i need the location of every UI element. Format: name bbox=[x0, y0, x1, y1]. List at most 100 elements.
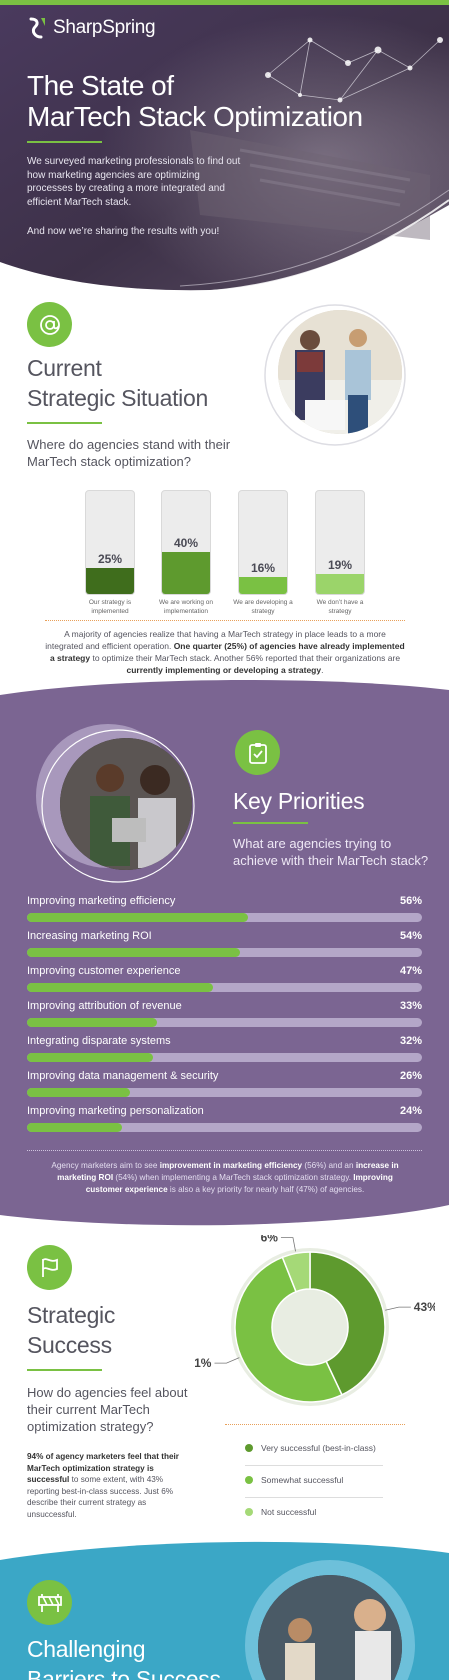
donut-value-label: 51% bbox=[195, 1356, 212, 1370]
section2-note-d: increase in marketing ROI bbox=[57, 1161, 399, 1182]
priority-value: 32% bbox=[399, 1035, 422, 1047]
legend-divider bbox=[245, 1465, 383, 1466]
section2-note-c: (56%) and an bbox=[302, 1161, 356, 1170]
legend-label: Not successful bbox=[261, 1507, 317, 1517]
donut-leader-line bbox=[280, 1237, 296, 1252]
section1-note-c: to optimize their MarTech stack. Another… bbox=[90, 653, 401, 663]
section2-photo-frame bbox=[36, 724, 195, 883]
success-donut-chart: 43% 51% 6% bbox=[195, 1235, 435, 1406]
priority-value: 47% bbox=[399, 965, 422, 977]
strategy-bar: 25% bbox=[85, 490, 135, 595]
section2-title: Key Priorities bbox=[233, 788, 365, 814]
priority-bar-track bbox=[27, 983, 422, 992]
priority-bar-track bbox=[27, 1053, 422, 1062]
strategy-bar: 40% bbox=[161, 490, 211, 595]
priority-label: Integrating disparate systems bbox=[27, 1035, 171, 1047]
at-sign-icon bbox=[39, 314, 60, 335]
priority-bar-fill bbox=[27, 1018, 157, 1027]
strategy-bar-fill bbox=[86, 568, 134, 594]
hero-banner: SharpSpring The State of MarTech Stack O… bbox=[0, 0, 449, 300]
strategy-bar-label: We don’t have a strategy bbox=[316, 599, 364, 615]
priority-value: 33% bbox=[399, 1000, 422, 1012]
section3-note-rest: to some extent, with 43% reporting best-… bbox=[27, 1475, 174, 1519]
section2-note-g: is also a key priority for nearly half (… bbox=[167, 1185, 365, 1194]
section1-note-d: currently implementing or developing a s… bbox=[126, 665, 322, 675]
legend-item: Very successful (best-in-class) bbox=[245, 1443, 376, 1453]
barrier-icon bbox=[37, 1593, 62, 1612]
strategy-bar-label: Our strategy is implemented bbox=[88, 599, 132, 615]
section4-title-line2: Barriers to Success bbox=[27, 1666, 221, 1680]
legend-label: Very successful (best-in-class) bbox=[261, 1443, 376, 1453]
priority-label: Improving marketing efficiency bbox=[27, 895, 176, 907]
section2-question: What are agencies trying to achieve with… bbox=[233, 836, 429, 868]
strategy-bar-value: 40% bbox=[173, 536, 199, 550]
strategy-bar-fill bbox=[162, 552, 210, 594]
priority-label: Improving marketing personalization bbox=[27, 1105, 204, 1117]
priority-value: 26% bbox=[399, 1070, 422, 1082]
legend-swatch bbox=[245, 1508, 253, 1516]
hero-intro: We surveyed marketing professionals to f… bbox=[27, 156, 241, 208]
section1-note-b: One quarter (25%) of agencies have alrea… bbox=[49, 641, 405, 663]
donut-leader-line bbox=[214, 1357, 240, 1364]
section2-note-a: Agency marketers aim to see bbox=[51, 1161, 160, 1170]
page-title-line2: MarTech Stack Optimization bbox=[27, 101, 363, 132]
priority-label: Improving data management & security bbox=[27, 1070, 219, 1082]
section2-note-f: Improving customer experience bbox=[85, 1173, 393, 1194]
clipboard-check-icon bbox=[248, 742, 267, 764]
donut-slice bbox=[234, 1256, 343, 1403]
priority-bar-fill bbox=[27, 1088, 130, 1097]
priority-value: 54% bbox=[399, 930, 422, 942]
section4-title: Challenging Barriers to Success bbox=[27, 1634, 221, 1680]
priority-bar-track bbox=[27, 913, 422, 922]
priority-value: 24% bbox=[399, 1105, 422, 1117]
donut-leader-line bbox=[385, 1306, 411, 1311]
priority-label: Improving customer experience bbox=[27, 965, 181, 977]
section1-question: Where do agencies stand with their MarTe… bbox=[27, 437, 231, 469]
priority-label: Increasing marketing ROI bbox=[27, 930, 152, 942]
priority-value: 56% bbox=[399, 895, 422, 907]
section1-title-line2: Strategic Situation bbox=[27, 385, 208, 411]
legend-swatch bbox=[245, 1444, 253, 1452]
priority-bar-fill bbox=[27, 913, 248, 922]
hero-background bbox=[0, 0, 449, 293]
priority-bar-track bbox=[27, 948, 422, 957]
donut-value-label: 6% bbox=[261, 1235, 279, 1245]
priority-bar-track bbox=[27, 1088, 422, 1097]
hero-outro: And now we’re sharing the results with y… bbox=[27, 226, 220, 237]
top-accent-bar bbox=[0, 0, 449, 5]
priority-bar-fill bbox=[27, 1053, 153, 1062]
section1-photo-frame bbox=[264, 304, 406, 446]
section2-note: Agency marketers aim to see improvement … bbox=[40, 1160, 410, 1196]
page-title-line1: The State of bbox=[27, 70, 174, 101]
section2-icon-badge bbox=[235, 730, 280, 775]
section3-note-bold: 94% of agency marketers feel that their … bbox=[27, 1452, 179, 1484]
section2-note-e: (54%) when implementing a MarTech stack … bbox=[113, 1173, 354, 1182]
strategy-bar-value: 19% bbox=[327, 558, 353, 572]
strategy-bar-label: We are working on implementation bbox=[158, 599, 214, 615]
section3-icon-badge bbox=[27, 1245, 72, 1290]
strategy-bar-value: 25% bbox=[97, 552, 123, 566]
brand-logo[interactable]: SharpSpring bbox=[27, 17, 156, 39]
strategy-bar-label: We are developing a strategy bbox=[233, 599, 293, 615]
legend-label: Somewhat successful bbox=[261, 1475, 344, 1485]
legend-item: Not successful bbox=[245, 1507, 316, 1517]
barriers-background bbox=[0, 1541, 449, 1680]
section2-divider bbox=[27, 1150, 422, 1151]
title-underline bbox=[27, 141, 102, 143]
donut-value-label: 43% bbox=[414, 1300, 435, 1314]
legend-divider bbox=[245, 1497, 383, 1498]
section3-underline bbox=[27, 1369, 102, 1371]
section1-title-line1: Current bbox=[27, 355, 102, 381]
strategy-bar: 19% bbox=[315, 490, 365, 595]
section1-note-e: . bbox=[321, 665, 324, 675]
donut-slice bbox=[309, 1251, 386, 1396]
strategy-bar: 16% bbox=[238, 490, 288, 595]
section1-title: Current Strategic Situation bbox=[27, 353, 208, 413]
strategy-bar-value: 16% bbox=[250, 561, 276, 575]
section3-title: Strategic Success bbox=[27, 1300, 115, 1360]
legend-swatch bbox=[245, 1476, 253, 1484]
priority-label: Improving attribution of revenue bbox=[27, 1000, 182, 1012]
priority-bar-track bbox=[27, 1018, 422, 1027]
priority-bar-fill bbox=[27, 948, 240, 957]
section1-note: A majority of agencies realize that havi… bbox=[45, 628, 405, 676]
